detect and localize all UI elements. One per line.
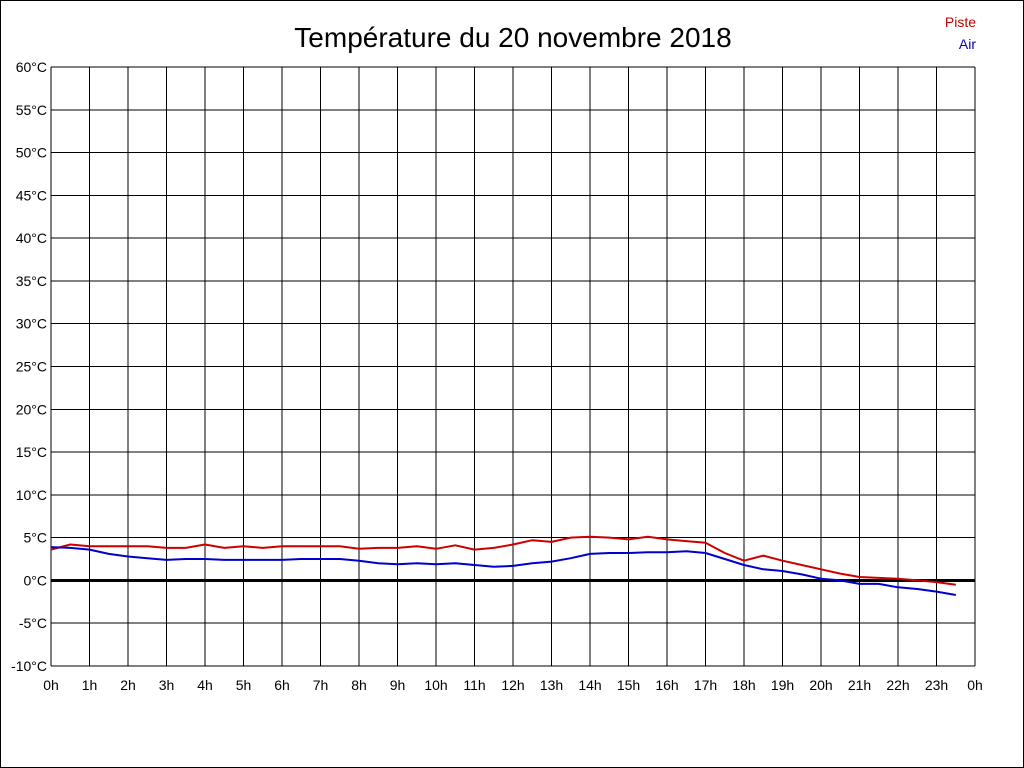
- x-tick-label: 1h: [82, 677, 98, 693]
- x-tick-label: 10h: [424, 677, 447, 693]
- legend-entry-air: Air: [959, 36, 976, 52]
- y-tick-label: 30°C: [16, 316, 47, 332]
- x-tick-label: 2h: [120, 677, 136, 693]
- x-tick-label: 23h: [925, 677, 948, 693]
- x-tick-label: 12h: [501, 677, 524, 693]
- x-tick-label: 16h: [655, 677, 678, 693]
- x-tick-label: 14h: [578, 677, 601, 693]
- y-tick-label: 40°C: [16, 230, 47, 246]
- x-tick-label: 20h: [809, 677, 832, 693]
- y-tick-label: 0°C: [24, 572, 48, 588]
- x-tick-label: 22h: [886, 677, 909, 693]
- y-tick-label: -10°C: [11, 658, 47, 674]
- grid: [50, 66, 976, 667]
- x-tick-label: 5h: [236, 677, 252, 693]
- x-tick-label: 21h: [848, 677, 871, 693]
- series-lines: [50, 535, 956, 596]
- x-tick-label: 13h: [540, 677, 563, 693]
- y-tick-label: 25°C: [16, 359, 47, 375]
- x-tick-label: 17h: [694, 677, 717, 693]
- series-line-air: [50, 546, 956, 596]
- x-tick-label: 11h: [463, 677, 485, 693]
- y-tick-label: 35°C: [16, 273, 47, 289]
- x-tick-label: 0h: [967, 677, 983, 693]
- x-axis-ticks: 0h 1h 2h 3h 4h 5h 6h 7h 8h 9h 10h 11h 12h 13h 14h 15h 16…: [43, 677, 983, 693]
- y-tick-label: 60°C: [16, 59, 47, 75]
- y-tick-label: 20°C: [16, 401, 47, 417]
- x-tick-label: 19h: [771, 677, 794, 693]
- y-tick-label: 55°C: [16, 102, 47, 118]
- x-tick-label: 6h: [274, 677, 290, 693]
- x-tick-label: 18h: [732, 677, 755, 693]
- series-line-piste: [50, 535, 956, 586]
- chart-title: Température du 20 novembre 2018: [294, 22, 731, 53]
- y-tick-label: 50°C: [16, 145, 47, 161]
- y-tick-label: 15°C: [16, 444, 47, 460]
- x-tick-label: 4h: [197, 677, 213, 693]
- y-tick-label: -5°C: [19, 615, 47, 631]
- y-axis-ticks: 60°C 55°C 50°C 45°C 40°C 35°C 30°C 25°C 20°C 15°C…: [11, 59, 47, 674]
- x-tick-label: 8h: [351, 677, 367, 693]
- y-tick-label: 5°C: [24, 530, 48, 546]
- y-tick-label: 45°C: [16, 187, 47, 203]
- legend: Piste Air: [945, 14, 976, 52]
- x-tick-label: 0h: [43, 677, 59, 693]
- legend-entry-piste: Piste: [945, 14, 976, 30]
- x-tick-label: 9h: [390, 677, 406, 693]
- y-tick-label: 10°C: [16, 487, 47, 503]
- x-tick-label: 15h: [617, 677, 640, 693]
- x-tick-label: 3h: [159, 677, 175, 693]
- x-tick-label: 7h: [313, 677, 329, 693]
